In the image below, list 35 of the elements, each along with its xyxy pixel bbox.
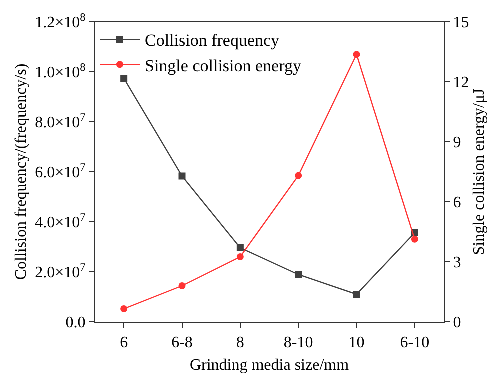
point [295,271,302,278]
y2-tick-label: 9 [453,134,462,152]
y-tick-label: 1.0×10$^{8}$ [35,62,86,82]
y-tick-label: 4.0×10$^{7}$ [35,212,86,232]
point [120,75,128,82]
y-tick-label: 1.2×10$^{8}$ [35,12,86,32]
x-tick-label: 6 [120,334,128,352]
point [295,172,302,180]
point [120,306,128,312]
legend-label: Single collision energy [145,56,302,76]
legend-label: Collision frequency [145,31,280,50]
point [178,172,186,180]
point [236,244,244,252]
point [178,282,186,290]
y2-tick-label: 15 [453,14,470,32]
y2-tick-label: 0 [453,314,462,332]
y-tick-label: 8.0×10$^{7}$ [35,112,86,132]
x-tick-label: 6-10 [400,334,430,352]
y2-axis-title: Single collision energy/μJ [471,88,488,256]
point [411,236,418,243]
x-tick-label: 6-8 [172,334,193,352]
y2-tick-label: 3 [453,254,462,272]
point [353,51,360,58]
x-tick-label: 8-10 [284,334,314,352]
y-tick-label: 6.0×10$^{7}$ [35,162,86,182]
y-tick-label: 2.0×10$^{7}$ [35,262,86,282]
x-tick-label: 10 [348,334,365,352]
x-axis-title: Grinding media size/mm [190,357,350,374]
x-tick-label: 8 [236,334,244,352]
point [236,254,244,260]
point [353,291,360,298]
y2-tick-label: 6 [453,194,462,212]
y2-tick-label: 12 [453,74,470,92]
y-axis-title: Collision frequency/(frequency/s) [12,64,30,280]
y-tick-label: 0.0 [66,314,86,332]
